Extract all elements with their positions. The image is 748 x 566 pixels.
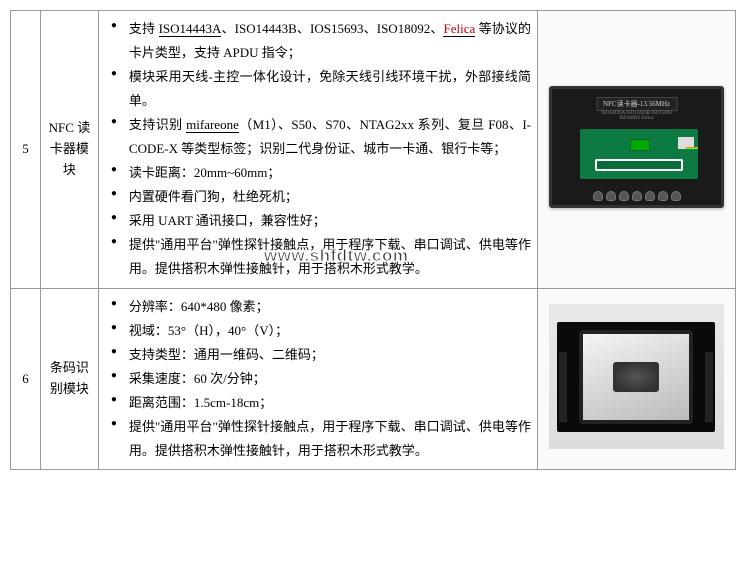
nfc-board-label: NFC读卡器-13.56MHz [596,97,677,111]
spec-item: 提供"通用平台"弹性探针接触点，用于程序下载、串口调试、供电等作用。提供搭积木弹… [109,415,531,463]
spec-cell: 分辨率：640*480 像素； 视域：53°（H），40°（V）； 支持类型：通… [98,288,537,469]
spec-item: 采用 UART 通讯接口，兼容性好； [109,209,531,233]
table-row: 6 条码识别模块 分辨率：640*480 像素； 视域：53°（H），40°（V… [11,288,736,469]
spec-list: 支持 ISO14443A、ISO14443B、IOS15693、ISO18092… [105,17,531,282]
spec-item: 距离范围：1.5cm-18cm； [109,391,531,415]
spec-item: 视域：53°（H），40°（V）； [109,319,531,343]
row-number: 5 [11,11,41,289]
spec-item: 支持识别 mifareone（M1）、S50、S70、NTAG2xx 系列、复旦… [109,113,531,161]
table-row: 5 NFC 读卡器模块 支持 ISO14443A、ISO14443B、IOS15… [11,11,736,289]
spec-list: 分辨率：640*480 像素； 视域：53°（H），40°（V）； 支持类型：通… [105,295,531,463]
image-cell: NFC读卡器-13.56MHz ISO14443A ISO14443B ISO1… [538,11,736,289]
spec-item: 提供"通用平台"弹性探针接触点，用于程序下载、串口调试、供电等作用。提供搭积木弹… [109,233,531,281]
spec-item: 支持 ISO14443A、ISO14443B、IOS15693、ISO18092… [109,17,531,65]
spec-cell: 支持 ISO14443A、ISO14443B、IOS15693、ISO18092… [98,11,537,289]
module-name: NFC 读卡器模块 [40,11,98,289]
nfc-reader-image: NFC读卡器-13.56MHz ISO14443A ISO14443B ISO1… [549,82,724,212]
barcode-scanner-image [549,300,724,453]
image-cell [538,288,736,469]
spec-item: 内置硬件看门狗，杜绝死机； [109,185,531,209]
spec-item: 采集速度：60 次/分钟； [109,367,531,391]
spec-table: 5 NFC 读卡器模块 支持 ISO14443A、ISO14443B、IOS15… [10,10,736,470]
spec-item: 读卡距离：20mm~60mm； [109,161,531,185]
spec-item: 支持类型：通用一维码、二维码； [109,343,531,367]
module-name: 条码识别模块 [40,288,98,469]
spec-item: 分辨率：640*480 像素； [109,295,531,319]
row-number: 6 [11,288,41,469]
spec-item: 模块采用天线-主控一体化设计，免除天线引线环境干扰，外部接线简单。 [109,65,531,113]
